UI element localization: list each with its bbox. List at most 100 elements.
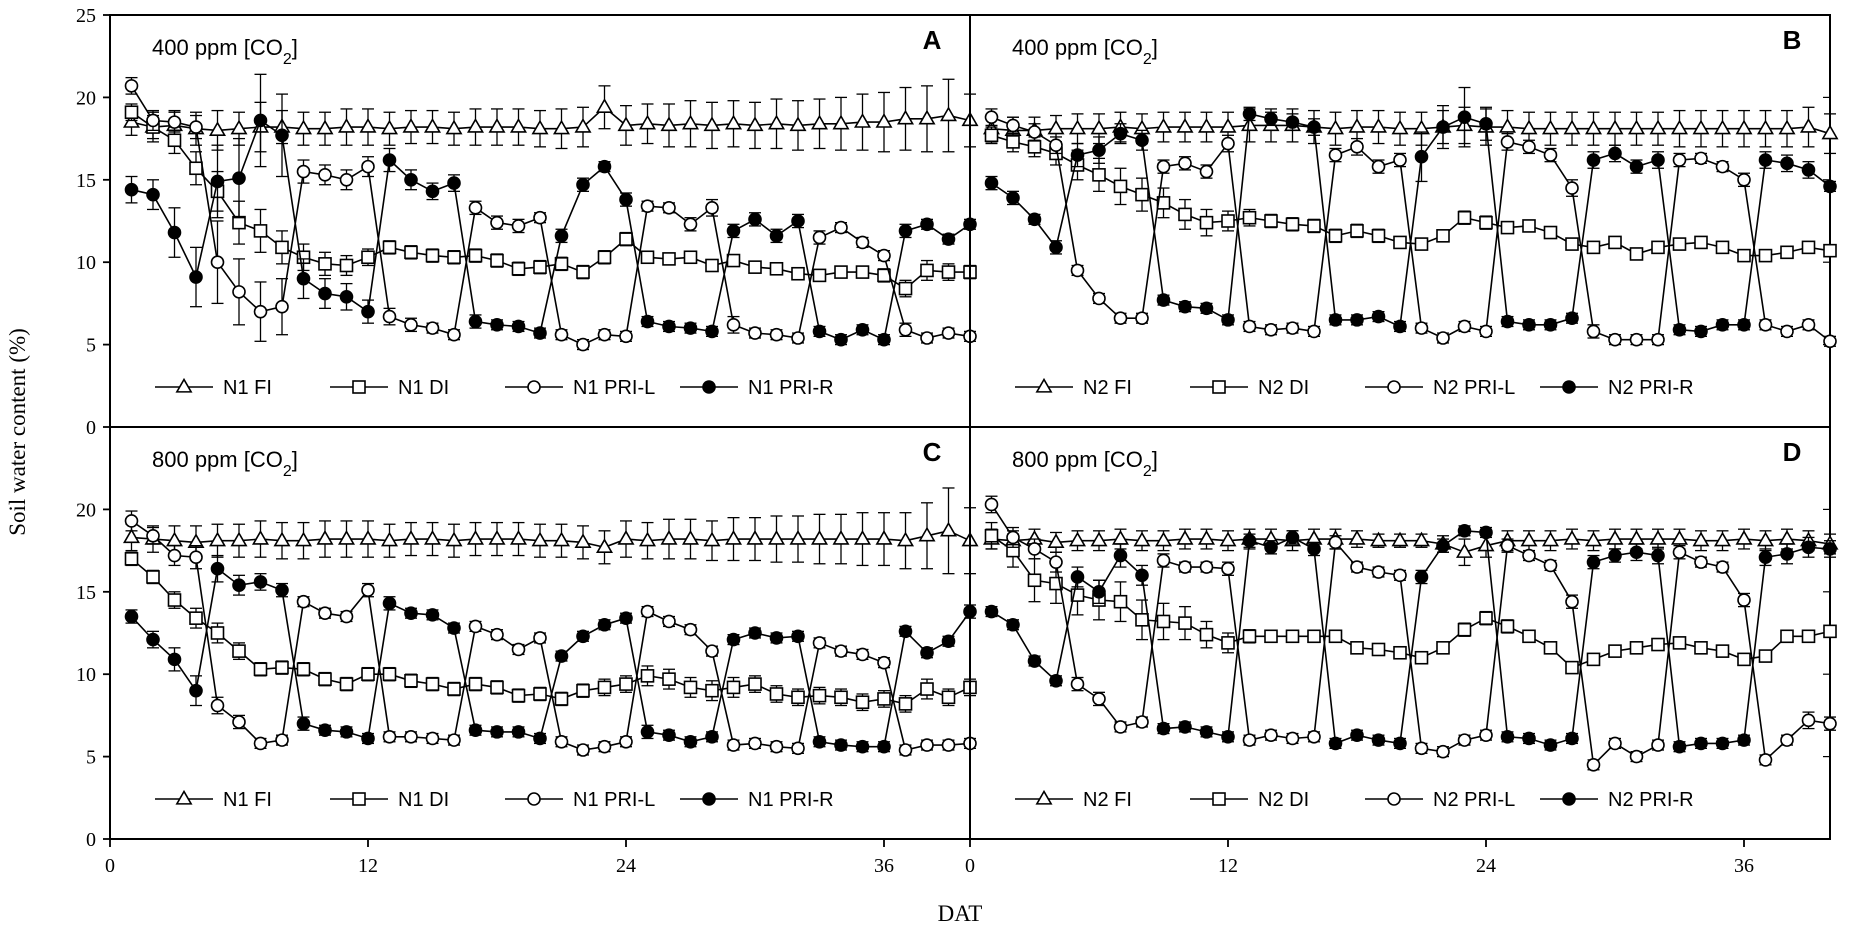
data-point [509,529,528,545]
legend-label: N2 FI [1083,377,1132,399]
data-point [1391,531,1409,547]
data-point [189,683,203,698]
data-point [1735,529,1753,545]
data-point [898,624,913,639]
data-point [769,261,784,276]
data-point [1135,613,1149,627]
data-point [1694,235,1708,250]
data-point [447,250,461,265]
legend-marker [1387,380,1401,394]
data-point [1737,173,1751,187]
y-tick-label: 25 [76,5,96,27]
y-tick-label: 15 [76,170,96,192]
data-point [789,529,807,545]
data-point [1154,117,1173,133]
data-point [1242,210,1257,225]
legend-marker [702,380,716,394]
data-point [210,174,225,189]
data-point [339,258,354,273]
data-point [1520,531,1538,547]
data-point [361,304,375,319]
data-point [1565,731,1579,746]
data-point [1479,525,1493,540]
data-point [533,631,547,645]
data-point [576,337,590,352]
data-point [1649,529,1667,545]
data-point [1178,616,1192,630]
data-point [1541,531,1560,547]
data-point [1823,542,1837,556]
data-point [1391,119,1409,135]
data-point [1264,728,1278,742]
data-point [1113,126,1128,141]
data-point [791,741,805,756]
data-point [1307,730,1321,744]
data-point [1737,248,1751,263]
y-tick-label: 5 [86,747,96,769]
data-point [382,730,397,744]
data-point [1070,148,1085,162]
data-point [1264,540,1278,555]
data-point [660,529,678,545]
data-point [189,120,203,134]
data-point [1713,119,1732,135]
data-point [296,271,311,286]
series-n2-pri-l [984,495,1837,772]
data-point [726,224,741,238]
data-point [1328,313,1343,327]
data-point [1350,224,1364,238]
data-point [253,575,268,589]
data-point [683,321,698,335]
data-point [920,645,934,660]
data-point [748,736,762,751]
data-point [1221,136,1235,151]
data-point [1801,629,1816,644]
data-point [619,677,633,691]
data-point [1264,112,1278,126]
data-point [404,730,418,744]
legend-label: N2 PRI-L [1433,377,1515,399]
data-point [1477,536,1495,552]
legend-label: N1 PRI-R [748,377,834,399]
series-line [131,119,971,341]
data-point [877,739,891,754]
data-point [683,734,698,749]
data-point [1457,733,1472,747]
data-point [1371,229,1386,243]
data-point [705,730,719,744]
data-point [361,159,375,174]
co2-label-text: 400 ppm [CO [1012,35,1143,60]
data-point [490,725,504,739]
data-point [1242,733,1257,747]
co2-label-text: 800 ppm [CO [1012,447,1143,472]
data-point [877,692,891,706]
data-point [296,716,311,731]
data-point [146,632,160,647]
data-point [382,667,397,682]
series-n1-di [124,551,977,713]
data-point [208,531,227,547]
data-point [683,680,698,695]
data-point [1672,636,1687,650]
co2-label-text: 800 ppm [CO [152,447,283,472]
panel-letter: C [923,437,942,467]
data-point [1457,110,1472,124]
data-point [939,106,958,122]
data-point [275,583,289,597]
data-point [662,319,676,334]
data-point [1565,237,1579,251]
legend-label: N1 FI [223,789,272,811]
data-point [918,109,936,125]
data-point [361,250,375,265]
data-point [359,117,377,133]
data-point [662,252,676,266]
x-tick-label: 12 [358,855,378,877]
data-point [339,609,354,624]
data-point [941,738,956,752]
data-point [167,593,182,607]
data-point [1090,531,1108,547]
data-point [574,117,592,133]
legend-marker [1562,792,1576,806]
data-point [1242,629,1257,644]
data-point [855,235,870,250]
